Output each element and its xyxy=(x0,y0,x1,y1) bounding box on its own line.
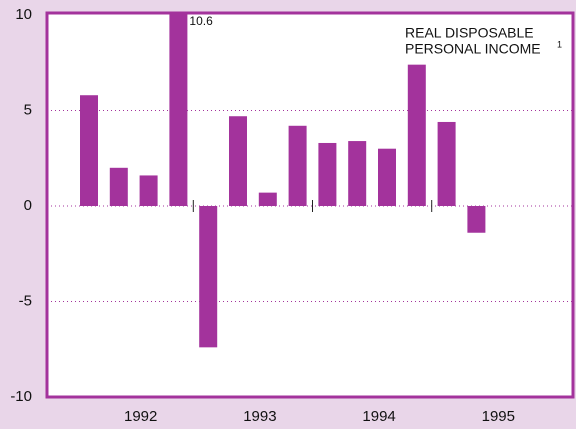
annotation-line: PERSONAL INCOME xyxy=(405,41,541,57)
x-year-label: 1993 xyxy=(243,408,276,425)
bar xyxy=(199,206,218,348)
x-year-label: 1994 xyxy=(362,408,395,425)
y-tick-label: 0 xyxy=(24,197,32,214)
y-tick-label: -5 xyxy=(19,292,32,309)
bar xyxy=(109,167,128,206)
annotation-note: 1 xyxy=(557,39,562,49)
y-tick-label: 5 xyxy=(24,101,32,118)
y-tick-label: -10 xyxy=(10,388,32,405)
bar xyxy=(378,148,396,206)
annotation-line: REAL DISPOSABLE xyxy=(405,25,534,41)
data-label: 10.6 xyxy=(189,14,213,28)
bar xyxy=(258,192,277,206)
bar xyxy=(229,116,247,206)
bars xyxy=(80,13,486,348)
x-year-label: 1992 xyxy=(124,408,157,425)
x-year-label: 1995 xyxy=(482,408,515,425)
bar xyxy=(407,64,426,206)
bar xyxy=(467,206,486,233)
bar xyxy=(139,175,158,206)
bar xyxy=(80,95,98,206)
plot-area xyxy=(45,11,575,399)
bar xyxy=(169,13,188,207)
y-tick-label: 10 xyxy=(15,6,32,23)
bar xyxy=(437,121,456,206)
bar xyxy=(348,141,367,206)
bar xyxy=(318,142,337,206)
bar xyxy=(288,125,307,206)
